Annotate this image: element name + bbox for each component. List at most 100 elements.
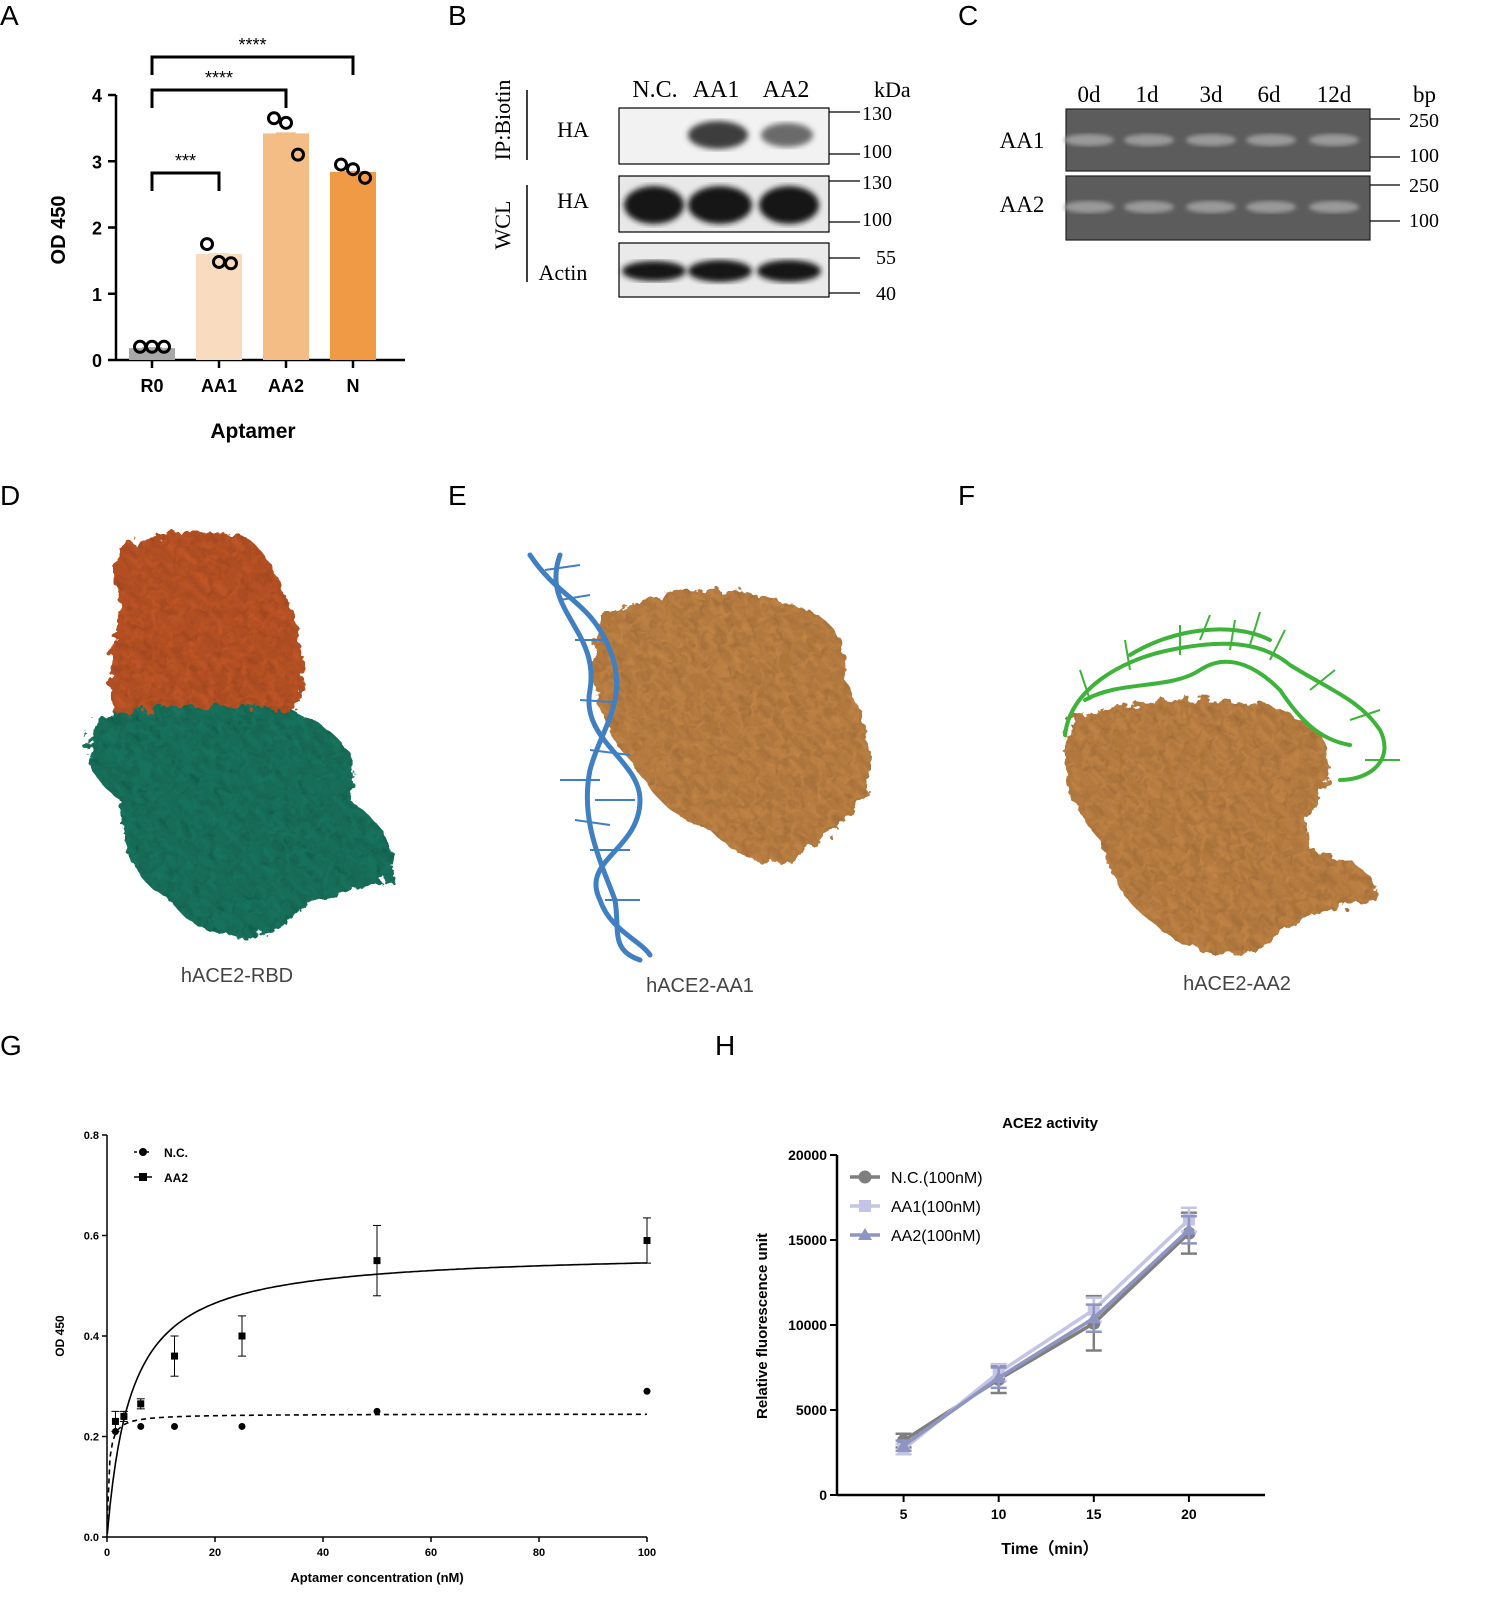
- chart-g-point-aa2: [120, 1412, 128, 1420]
- blot-kda-label: kDa: [874, 77, 911, 102]
- blot-col-nc: N.C.: [632, 77, 677, 103]
- gel-col-0d: 0d: [1078, 82, 1102, 107]
- chart-g-point-nc: [171, 1422, 178, 1430]
- blot-col-aa1: AA1: [693, 77, 740, 103]
- chart-g-ytick-label: 0.6: [84, 1231, 99, 1243]
- panel-label-d: D: [0, 480, 21, 511]
- chart-g-ytick-label: 0.0: [84, 1532, 99, 1544]
- chart-h-legend-marker: [858, 1170, 872, 1184]
- chart-a-xlabel: Aptamer: [210, 420, 295, 443]
- chart-h-xtick-label: 20: [1181, 1506, 1197, 1522]
- chart-g-fit-aa2: [106, 1262, 648, 1534]
- panel-label-b: B: [448, 0, 467, 31]
- chart-h-ytick-label: 10000: [788, 1317, 827, 1333]
- chart-g-xtick-label: 40: [317, 1547, 329, 1559]
- aptamer-aa1-bases: [544, 564, 640, 901]
- gel-row2-marker-1: 250: [1409, 175, 1439, 197]
- chart-a-ytick-label: 3: [92, 152, 102, 172]
- gel-row1-bands: [1064, 134, 1359, 146]
- blot-row3-label: Actin: [539, 260, 588, 285]
- chart-g-xlabel: Aptamer concentration (nM): [290, 1570, 463, 1585]
- gel-row2-marker-2: 100: [1409, 210, 1439, 232]
- gel-col-12d: 12d: [1317, 82, 1352, 107]
- panel-label-a: A: [0, 0, 19, 31]
- chart-a-sig-bracket: [150, 55, 355, 75]
- chart-g-fit-nc: [106, 1413, 647, 1520]
- chart-h-xtick-label: 10: [991, 1506, 1007, 1522]
- chart-a-bar-r0: [129, 348, 175, 360]
- chart-g-point-nc: [373, 1407, 381, 1415]
- blot-row1-band-aa2: [761, 123, 813, 147]
- blot-row3-marker-2: 40: [876, 283, 896, 305]
- aptamer-aa2-strand: [1063, 627, 1387, 782]
- chart-h-line-0: [902, 1231, 1191, 1443]
- chart-g-point-aa2: [111, 1417, 119, 1425]
- chart-g-xtick-label: 20: [209, 1547, 221, 1559]
- blot-row1-marker-2: 100: [862, 141, 892, 163]
- structure-e-caption: hACE2-AA1: [646, 975, 754, 997]
- chart-g-ylabel: OD 450: [53, 1315, 67, 1357]
- chart-a-ylabel: OD 450: [48, 196, 70, 265]
- panel-label-h: H: [715, 1030, 736, 1061]
- gel-bp-label: bp: [1413, 82, 1436, 107]
- chart-g-legend-label: N.C.: [164, 1146, 188, 1160]
- chart-a-point: [279, 115, 293, 130]
- panel-label-g: G: [0, 1030, 22, 1061]
- chart-g-point-aa2: [171, 1352, 178, 1360]
- gel-row1-marker-2: 100: [1409, 145, 1439, 167]
- chart-a-point: [346, 162, 360, 177]
- chart-h-title: ACE2 activity: [1002, 1115, 1099, 1132]
- chart-g-point-nc: [643, 1387, 651, 1395]
- blot-row2-marker-1: 130: [862, 172, 892, 194]
- chart-a-xtick-label: AA1: [201, 376, 237, 396]
- structure-d-caption: hACE2-RBD: [181, 965, 293, 987]
- chart-h-point: [1181, 1222, 1196, 1235]
- panel-label-f: F: [958, 480, 976, 511]
- chart-h-xlabel: Time（min）: [1001, 1540, 1099, 1558]
- structure-f-caption: hACE2-AA2: [1183, 973, 1291, 995]
- chart-g-legend-marker: [139, 1148, 147, 1156]
- chart-a-xtick-label: N: [347, 376, 360, 396]
- chart-h-point: [896, 1438, 911, 1451]
- chart-a-sig-bracket: [150, 88, 288, 108]
- blot-row2-marker-2: 100: [862, 209, 892, 231]
- blot-row2-band-aa2: [759, 186, 819, 224]
- chart-a-bar-aa2: [263, 133, 309, 360]
- gel-col-3d: 3d: [1200, 82, 1224, 107]
- chart-g-xtick-label: 0: [104, 1547, 110, 1559]
- chart-h-legend-label: AA1(100nM): [891, 1199, 981, 1216]
- blot-row2-band-nc: [624, 186, 684, 224]
- blot-row3-band-aa2: [757, 260, 821, 282]
- chart-a-xtick-label: AA2: [268, 376, 304, 396]
- gel-row2-label: AA2: [1000, 192, 1045, 217]
- chart-h-legend-label: AA2(100nM): [891, 1228, 981, 1245]
- chart-a-ytick-label: 1: [92, 285, 102, 305]
- panel-label-e: E: [448, 480, 467, 511]
- blot-row1-label: HA: [557, 117, 589, 142]
- chart-a-point: [334, 157, 348, 172]
- blot-row3-marker-1: 55: [876, 247, 896, 269]
- gel-row2-bands: [1064, 201, 1359, 213]
- chart-a-point: [224, 256, 238, 271]
- hace2-surface-f: [1065, 700, 1378, 954]
- structure-e-hace2-aa1: hACE2-AA1: [527, 552, 871, 997]
- blot-col-aa2: AA2: [763, 77, 810, 103]
- chart-h-line-2: [902, 1228, 1191, 1448]
- western-blot-b: N.C. AA1 AA2 kDa IP:Biotin WCL HA 130 10…: [490, 77, 911, 305]
- structure-f-hace2-aa2: hACE2-AA2: [1063, 611, 1400, 995]
- chart-h-point: [991, 1370, 1006, 1383]
- gel-col-6d: 6d: [1258, 82, 1282, 107]
- chart-a-point: [267, 111, 281, 126]
- chart-a-ytick-label: 0: [92, 351, 102, 371]
- blot-row1-marker-1: 130: [862, 103, 892, 125]
- rbd-surface: [110, 530, 302, 730]
- chart-g-point-aa2: [373, 1257, 381, 1265]
- chart-g-point-aa2: [643, 1237, 651, 1245]
- chart-a-point: [291, 147, 305, 162]
- blot-group-ip: IP:Biotin: [490, 80, 515, 161]
- chart-g-legend-label: AA2: [164, 1171, 188, 1185]
- blot-row2-label: HA: [557, 188, 589, 213]
- chart-a-bar-n: [330, 171, 376, 360]
